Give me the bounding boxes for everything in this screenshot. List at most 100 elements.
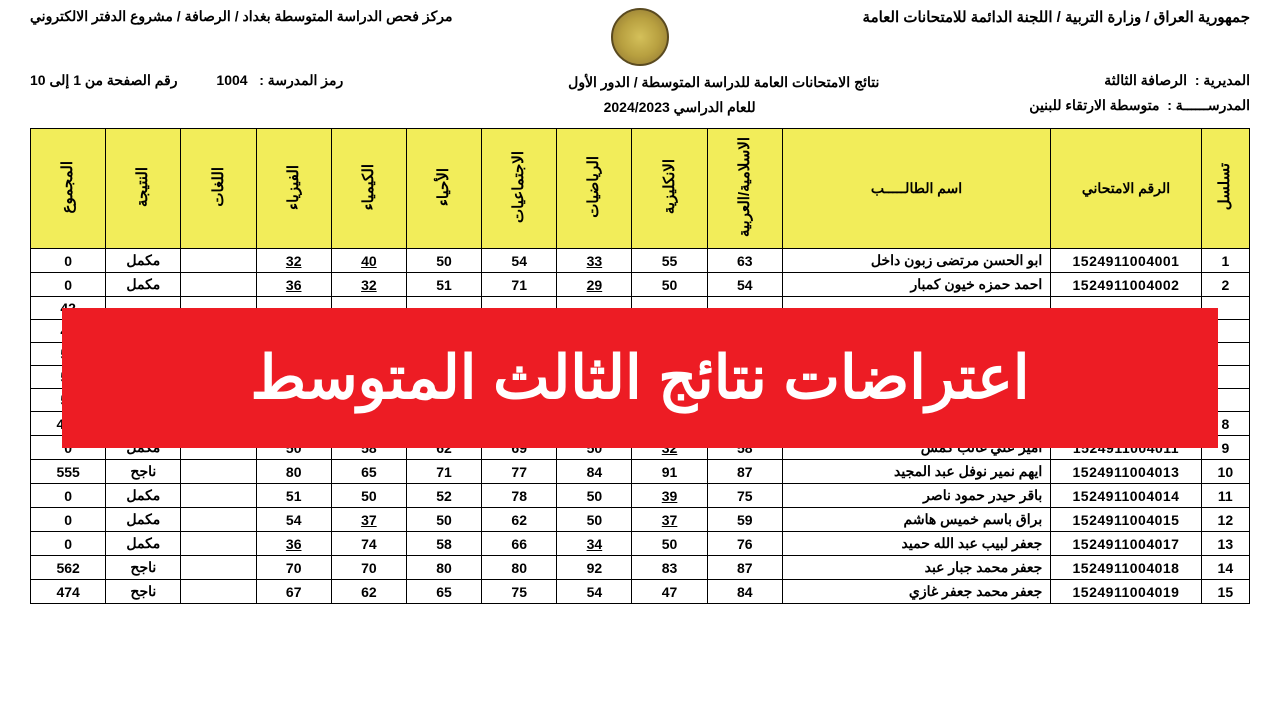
table-row: 141524911004018جعفر محمد جبار عبد8783928… [31,556,1250,580]
table-cell: 65 [331,460,406,484]
table-cell: 12 [1201,508,1249,532]
header-logo-wrap [605,8,675,66]
table-cell: 76 [707,532,782,556]
table-cell: 14 [1201,556,1249,580]
table-cell: 50 [331,484,406,508]
table-cell: 1524911004017 [1051,532,1201,556]
table-cell: 58 [406,532,481,556]
table-cell: 40 [331,249,406,273]
table-cell: 52 [406,484,481,508]
table-cell: 555 [31,460,106,484]
table-cell: 10 [1201,460,1249,484]
col-physics: الفيزياء [256,129,331,249]
table-row: 151524911004019جعفر محمد جعفر غازي844754… [31,580,1250,604]
table-cell: 75 [482,580,557,604]
table-cell: 1524911004013 [1051,460,1201,484]
table-cell: 1524911004018 [1051,556,1201,580]
table-cell: 80 [256,460,331,484]
table-cell: 54 [482,249,557,273]
table-cell: 39 [632,484,707,508]
table-cell: 92 [557,556,632,580]
table-row: 131524911004017جعفر لبيب عبد الله حميد76… [31,532,1250,556]
table-cell: 70 [331,556,406,580]
table-cell: 11 [1201,484,1249,508]
table-cell: 54 [557,580,632,604]
table-cell: 84 [707,580,782,604]
table-cell: 77 [482,460,557,484]
table-cell: 87 [707,460,782,484]
table-cell: 1 [1201,249,1249,273]
table-cell [181,273,256,297]
col-english: الانكليزية [632,129,707,249]
table-cell: 0 [31,273,106,297]
table-cell: 15 [1201,580,1249,604]
table-cell: 51 [256,484,331,508]
table-cell: 33 [557,249,632,273]
document-header: جمهورية العراق / وزارة التربية / اللجنة … [0,0,1280,70]
table-cell: 74 [331,532,406,556]
col-biology: الأحياء [406,129,481,249]
table-cell: مكمل [106,532,181,556]
table-cell: 1524911004014 [1051,484,1201,508]
meta-row-1: المديرية : الرصافة الثالثة نتائج الامتحا… [0,70,1280,95]
col-math: الرياضيات [557,129,632,249]
col-languages: اللغات [181,129,256,249]
table-cell: 36 [256,532,331,556]
table-cell [181,508,256,532]
table-cell: 67 [256,580,331,604]
table-cell: جعفر محمد جبار عبد [782,556,1051,580]
col-result: النتيجة [106,129,181,249]
table-cell: 50 [632,273,707,297]
table-cell: 0 [31,532,106,556]
table-cell: 0 [31,249,106,273]
table-cell [181,249,256,273]
table-cell: 37 [331,508,406,532]
table-cell [181,460,256,484]
table-cell: 54 [256,508,331,532]
table-cell: 32 [331,273,406,297]
header-left-text: مركز فحص الدراسة المتوسطة بغداد / الرصاف… [30,8,605,25]
table-row: 21524911004002احمد حمزه خيون كمبار545029… [31,273,1250,297]
table-cell: 83 [632,556,707,580]
objections-banner: اعتراضات نتائج الثالث المتوسط [62,308,1218,448]
table-cell: 47 [632,580,707,604]
directorate: المديرية : الرصافة الثالثة [1104,72,1250,93]
table-cell: 1524911004001 [1051,249,1201,273]
table-row: 121524911004015براق باسم خميس هاشم593750… [31,508,1250,532]
table-cell: 50 [406,249,481,273]
table-cell: 0 [31,508,106,532]
table-cell: 29 [557,273,632,297]
col-seq: تسلسل [1201,129,1249,249]
table-cell: ايهم نمير نوفل عبد المجيد [782,460,1051,484]
header-right-text: جمهورية العراق / وزارة التربية / اللجنة … [675,8,1250,26]
table-cell: ناجح [106,460,181,484]
school-name: المدرســــــة : متوسطة الارتقاء للبنين [1029,97,1250,118]
table-cell: 71 [406,460,481,484]
table-cell: براق باسم خميس هاشم [782,508,1051,532]
table-cell: مكمل [106,273,181,297]
table-cell: ناجح [106,580,181,604]
table-row: 11524911004001ابو الحسن مرتضى زبون داخل6… [31,249,1250,273]
table-cell: 84 [557,460,632,484]
ministry-logo-icon [611,8,669,66]
table-cell: احمد حمزه خيون كمبار [782,273,1051,297]
table-header-row: تسلسل الرقم الامتحاني اسم الطالـــــب ال… [31,129,1250,249]
table-cell: 51 [406,273,481,297]
table-cell: 0 [31,484,106,508]
table-cell: مكمل [106,249,181,273]
table-cell: جعفر محمد جعفر غازي [782,580,1051,604]
table-cell: 91 [632,460,707,484]
table-cell [181,580,256,604]
table-cell: 87 [707,556,782,580]
table-cell: 13 [1201,532,1249,556]
table-cell: 80 [482,556,557,580]
col-chemistry: الكيمياء [331,129,406,249]
table-cell: 54 [707,273,782,297]
table-cell: باقر حيدر حمود ناصر [782,484,1051,508]
table-cell: 36 [256,273,331,297]
table-cell: 50 [406,508,481,532]
table-row: 111524911004014باقر حيدر حمود ناصر753950… [31,484,1250,508]
table-cell: ناجح [106,556,181,580]
table-cell [181,532,256,556]
table-cell: 80 [406,556,481,580]
